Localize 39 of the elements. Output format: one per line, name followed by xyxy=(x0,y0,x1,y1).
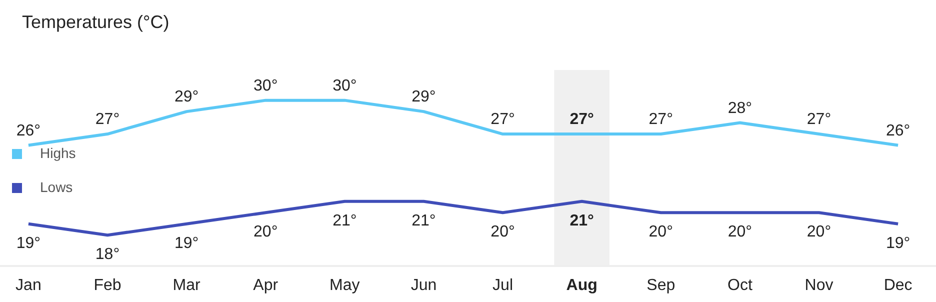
x-tick-label: Feb xyxy=(94,277,122,294)
data-label: 20° xyxy=(254,224,278,241)
x-tick-label: Mar xyxy=(172,277,202,294)
data-label: 29° xyxy=(412,88,436,106)
legend-label: Highs xyxy=(40,145,76,161)
chart-title: Temperatures (°C) xyxy=(22,12,170,33)
data-label: 27° xyxy=(490,111,515,128)
data-label: 18° xyxy=(95,246,120,264)
x-tick-label: Jul xyxy=(492,277,514,294)
data-label: 26° xyxy=(16,122,41,140)
data-label: 27° xyxy=(95,111,120,128)
x-tick-label: Aug xyxy=(566,277,598,294)
data-label: 19° xyxy=(16,234,41,252)
data-label: 27° xyxy=(648,111,673,128)
data-label: 29° xyxy=(174,88,199,106)
x-tick-label: Apr xyxy=(253,277,279,294)
data-label: 30° xyxy=(332,77,357,94)
data-label: 30° xyxy=(254,77,278,94)
data-label: 20° xyxy=(490,224,515,241)
x-tick-label: Jun xyxy=(410,277,437,294)
x-tick-label: Nov xyxy=(804,277,834,294)
x-tick-label: May xyxy=(330,277,360,294)
data-label: 27° xyxy=(570,111,594,128)
data-label: 20° xyxy=(806,224,832,241)
data-label: 28° xyxy=(728,100,752,117)
x-tick-label: Dec xyxy=(884,277,912,294)
data-label: 21° xyxy=(412,212,436,230)
x-tick-label: Jan xyxy=(16,277,42,294)
data-label: 21° xyxy=(570,212,594,230)
x-tick-label: Sep xyxy=(646,277,676,294)
data-label: 26° xyxy=(886,122,910,140)
data-label: 20° xyxy=(648,224,673,241)
data-label: 19° xyxy=(886,234,910,252)
data-label: 27° xyxy=(806,111,832,128)
data-label: 21° xyxy=(332,212,357,230)
legend-label: Lows xyxy=(40,179,73,195)
data-label: 20° xyxy=(728,224,752,241)
x-tick-label: Oct xyxy=(728,277,753,294)
data-label: 19° xyxy=(174,234,199,252)
